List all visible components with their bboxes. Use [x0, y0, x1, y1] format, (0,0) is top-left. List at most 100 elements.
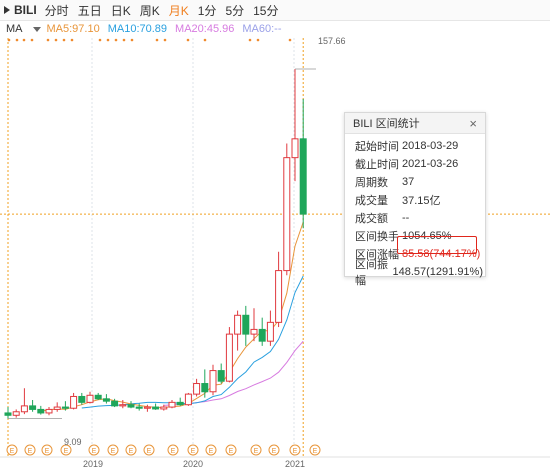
earnings-marker-letter: E [92, 448, 97, 455]
stat-value: 37.15亿 [402, 195, 441, 207]
candle-down [4, 412, 12, 416]
earnings-marker-icon[interactable]: E [6, 444, 18, 456]
earnings-marker-icon[interactable]: E [187, 444, 199, 456]
earnings-marker-circle [125, 444, 137, 456]
candle-down [94, 394, 102, 400]
candle-down [29, 405, 37, 410]
symbol-selector[interactable]: BILI [4, 3, 37, 17]
popup-header: BILI 区间统计 × [345, 113, 485, 134]
ma-label: MA [6, 23, 23, 35]
earnings-marker-letter: E [129, 448, 134, 455]
earnings-marker-icon[interactable]: E [24, 444, 36, 456]
event-dot [130, 38, 134, 42]
stat-value: 37 [402, 176, 415, 188]
earnings-marker-icon[interactable]: E [268, 444, 280, 456]
earnings-marker-icon[interactable]: E [60, 444, 72, 456]
stat-row-amplitude: 区间振幅 148.57(1291.91%) [355, 259, 483, 287]
earnings-marker-letter: E [10, 448, 15, 455]
ma-dropdown-icon[interactable] [32, 26, 41, 32]
tab-1min[interactable]: 1分 [197, 3, 217, 18]
candle-up [86, 394, 94, 403]
candle-down [111, 400, 119, 407]
event-dot [155, 38, 159, 42]
earnings-marker-icon[interactable]: E [125, 444, 137, 456]
stat-row-periods: 周期数 37 [355, 173, 483, 191]
earnings-marker-letter: E [229, 448, 234, 455]
stat-value: -- [402, 212, 410, 224]
candle-down [61, 406, 69, 409]
candle-up [234, 314, 242, 335]
candle-down [242, 314, 250, 335]
tab-15min[interactable]: 15分 [253, 3, 279, 18]
earnings-marker-icon[interactable]: E [225, 444, 237, 456]
earnings-marker-icon[interactable]: E [88, 444, 100, 456]
earnings-marker-letter: E [28, 448, 33, 455]
candle-up [53, 406, 61, 410]
candle-down [152, 406, 160, 410]
earnings-marker-circle [60, 444, 72, 456]
event-dot [106, 38, 110, 42]
candle-up [225, 333, 233, 382]
tab-five-day[interactable]: 五日 [77, 3, 102, 18]
close-icon[interactable]: × [469, 116, 477, 131]
event-dot [114, 38, 118, 42]
event-dot [186, 38, 190, 42]
ma60-value: MA60:-- [242, 23, 282, 35]
tab-day-k[interactable]: 日K [110, 3, 131, 18]
earnings-marker-letter: E [171, 448, 176, 455]
candle-up [12, 411, 20, 416]
tab-month-k[interactable]: 月K [168, 3, 189, 18]
earnings-marker-icon[interactable]: E [167, 444, 179, 456]
earnings-marker-circle [187, 444, 199, 456]
candle-up [291, 138, 299, 159]
candle-up [184, 393, 192, 406]
ma5-line [40, 221, 304, 412]
symbol-label: BILI [14, 3, 37, 17]
stat-value: 2021-03-26 [402, 158, 459, 170]
ma5-value: MA5:97.10 [46, 23, 100, 35]
candle-up [45, 408, 53, 414]
stat-row-end: 截止时间 2021-03-26 [355, 155, 483, 173]
x-tick-2021: 2021 [285, 459, 306, 469]
earnings-marker-letter: E [64, 448, 69, 455]
stat-key: 起始时间 [355, 141, 399, 153]
event-dot [30, 38, 34, 42]
candle-down [127, 404, 135, 408]
range-stats-popup: BILI 区间统计 × 起始时间 2018-03-29 截止时间 2021-03… [344, 112, 486, 287]
earnings-marker-icon[interactable]: E [250, 444, 262, 456]
expand-arrow-icon[interactable] [4, 6, 10, 14]
earnings-marker-circle [205, 444, 217, 456]
stat-key: 截止时间 [355, 159, 399, 171]
earnings-marker-letter: E [254, 448, 259, 455]
earnings-marker-icon[interactable]: E [143, 444, 155, 456]
event-dot [288, 38, 292, 42]
x-tick-2020: 2020 [183, 459, 204, 469]
candle-up [266, 321, 274, 342]
candle-down [37, 408, 45, 414]
candle-down [201, 383, 209, 393]
earnings-marker-letter: E [293, 448, 298, 455]
earnings-marker-icon[interactable]: E [107, 444, 119, 456]
candle-down [78, 395, 86, 403]
earnings-marker-circle [88, 444, 100, 456]
tab-5min[interactable]: 5分 [225, 3, 245, 18]
candle-down [299, 138, 307, 215]
earnings-marker-icon[interactable]: E [289, 444, 301, 456]
earnings-marker-circle [289, 444, 301, 456]
candle-down [135, 406, 143, 409]
tab-week-k[interactable]: 周K [139, 3, 160, 18]
stat-key: 成交量 [355, 195, 388, 207]
earnings-marker-icon[interactable]: E [41, 444, 53, 456]
candle-up [70, 395, 78, 409]
earnings-marker-letter: E [111, 448, 116, 455]
candle-down [217, 370, 225, 382]
stat-row-turnover-amount: 成交额 -- [355, 209, 483, 227]
tab-minute[interactable]: 分时 [44, 3, 69, 18]
earnings-marker-icon[interactable]: E [309, 444, 321, 456]
earnings-marker-icon[interactable]: E [205, 444, 217, 456]
candle-up [20, 405, 28, 413]
earnings-marker-letter: E [272, 448, 277, 455]
candle-up [250, 328, 258, 335]
ma20-value: MA20:45.96 [175, 23, 235, 35]
